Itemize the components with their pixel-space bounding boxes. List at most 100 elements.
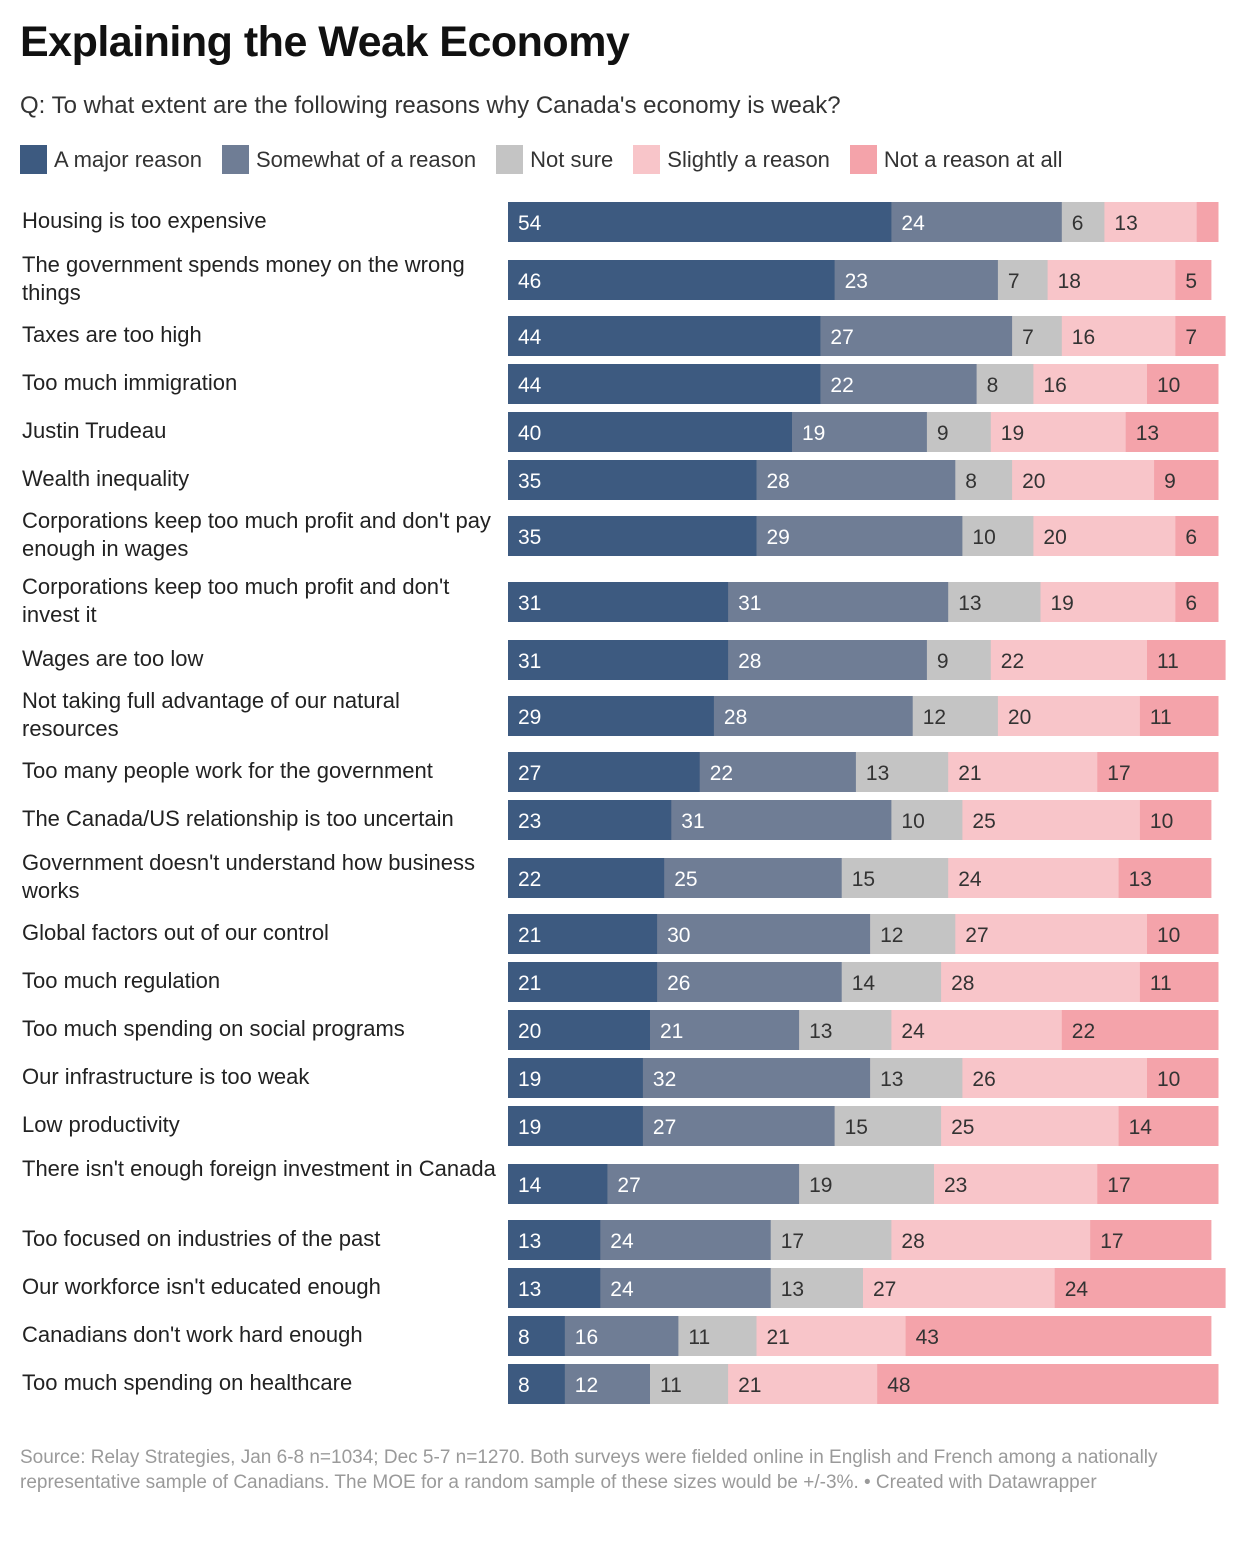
bar-value-label: 19 — [809, 1174, 832, 1197]
bar-value-label: 7 — [1022, 326, 1034, 349]
bar-segment — [976, 364, 1034, 404]
bar-value-label: 21 — [660, 1020, 683, 1043]
bar-segment — [671, 800, 892, 840]
bar-segment — [1061, 1010, 1219, 1050]
legend-label-major: A major reason — [54, 146, 202, 172]
bar-value-label: 20 — [1043, 526, 1066, 549]
bar-segment — [508, 858, 665, 898]
bar-value-label: 25 — [951, 1116, 974, 1139]
bar-value-label: 31 — [681, 810, 704, 833]
bar-segment — [508, 1316, 566, 1356]
bar-value-label: 26 — [972, 1068, 995, 1091]
bar-value-label: 31 — [518, 592, 541, 615]
bar-segment — [1118, 858, 1212, 898]
category-label: Too much regulation — [22, 968, 221, 993]
bar-segment — [912, 696, 999, 736]
legend-label-slightly: Slightly a reason — [667, 146, 830, 172]
bar-segment — [508, 516, 757, 556]
bar-segment — [607, 1164, 800, 1204]
bar-segment — [1125, 412, 1219, 452]
bar-segment — [1061, 316, 1176, 356]
bar-segment — [990, 640, 1148, 680]
bar-value-label: 13 — [1114, 212, 1137, 235]
bar-segment — [891, 1010, 1063, 1050]
bar-segment — [934, 1164, 1098, 1204]
bar-segment — [770, 1268, 864, 1308]
bar-segment — [962, 1058, 1148, 1098]
bar-value-label: 22 — [830, 374, 853, 397]
bar-value-label: 15 — [845, 1116, 868, 1139]
bar-value-label: 26 — [667, 972, 690, 995]
bar-value-label: 20 — [1022, 470, 1045, 493]
bar-value-label: 43 — [916, 1326, 939, 1349]
bar-segment — [820, 316, 1013, 356]
source-note: Source: Relay Strategies, Jan 6-8 n=1034… — [20, 1447, 1158, 1493]
bar-segment — [877, 1364, 1219, 1404]
bar-value-label: 13 — [866, 762, 889, 785]
bar-segment — [678, 1316, 757, 1356]
bar-segment — [508, 202, 892, 242]
legend-item-slightly: Slightly a reason — [633, 145, 830, 174]
bar-value-label: 24 — [610, 1278, 634, 1301]
legend-swatch-not-sure — [496, 145, 524, 174]
bar-segment — [1012, 316, 1063, 356]
bar-value-label: 12 — [923, 706, 946, 729]
bar-value-label: 23 — [944, 1174, 967, 1197]
bar-segment — [948, 582, 1041, 622]
bar-segment — [508, 316, 821, 356]
bar-segment — [657, 914, 871, 954]
bar-value-label: 40 — [518, 422, 541, 445]
bar-value-label: 13 — [1129, 868, 1152, 891]
bar-segment — [508, 1220, 601, 1260]
bar-value-label: 5 — [1185, 270, 1197, 293]
bar-value-label: 10 — [1157, 924, 1180, 947]
bar-value-label: 21 — [518, 972, 541, 995]
bar-segment — [990, 412, 1127, 452]
bar-segment — [508, 364, 821, 404]
bar-value-label: 10 — [1157, 374, 1180, 397]
bar-segment — [1097, 1164, 1219, 1204]
bar-segment — [650, 1364, 729, 1404]
bar-value-label: 21 — [767, 1326, 790, 1349]
bar-value-label: 44 — [518, 374, 542, 397]
bar-segment — [642, 1106, 836, 1146]
bar-segment — [508, 1106, 644, 1146]
bar-value-label: 23 — [845, 270, 868, 293]
bar-segment — [728, 582, 949, 622]
bar-segment — [997, 260, 1049, 300]
bar-value-label: 14 — [852, 972, 876, 995]
bar-value-label: 19 — [518, 1116, 541, 1139]
bar-value-label: 11 — [1150, 706, 1172, 729]
category-label: Government doesn't understand how busine… — [22, 850, 476, 903]
bar-segment — [508, 914, 658, 954]
bar-value-label: 30 — [667, 924, 690, 947]
bar-segment — [841, 962, 942, 1002]
bar-value-label: 20 — [518, 1020, 541, 1043]
bar-value-label: 10 — [972, 526, 995, 549]
bar-segment — [508, 1058, 644, 1098]
bar-segment — [1090, 1220, 1212, 1260]
bar-value-label: 31 — [738, 592, 761, 615]
bar-segment — [941, 1106, 1120, 1146]
bar-value-label: 13 — [958, 592, 981, 615]
bar-value-label: 19 — [1051, 592, 1074, 615]
bar-segment — [770, 1220, 892, 1260]
bar-segment — [1154, 460, 1219, 500]
bar-segment — [728, 640, 928, 680]
bar-value-label: 29 — [767, 526, 790, 549]
bar-segment — [870, 1058, 963, 1098]
bar-segment — [508, 1268, 601, 1308]
bar-segment — [863, 1268, 1056, 1308]
bar-segment — [508, 582, 729, 622]
bar-value-label: 28 — [951, 972, 974, 995]
bar-segment — [1104, 202, 1198, 242]
bar-value-label: 25 — [674, 868, 697, 891]
bar-segment — [891, 1220, 1091, 1260]
bar-value-label: 17 — [1107, 762, 1130, 785]
bar-segment — [962, 516, 1034, 556]
bar-segment — [1175, 516, 1219, 556]
category-label: The government spends money on the wrong… — [22, 252, 465, 305]
legend-item-not-sure: Not sure — [496, 145, 613, 174]
category-label: Our workforce isn't educated enough — [22, 1274, 381, 1299]
bar-segment — [834, 1106, 942, 1146]
